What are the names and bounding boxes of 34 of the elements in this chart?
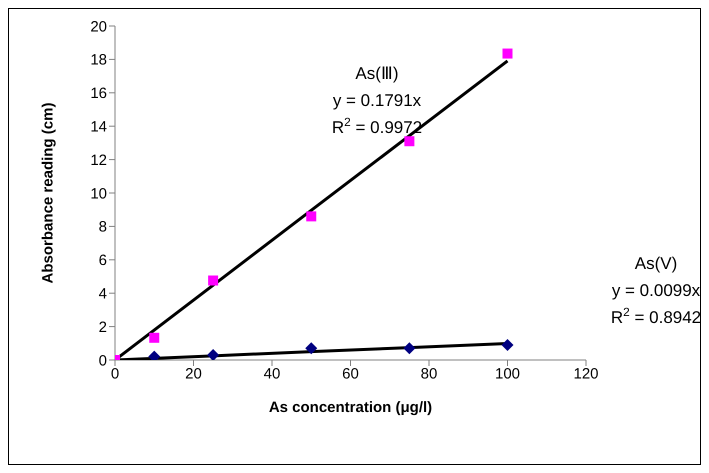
point	[208, 276, 218, 286]
y-tick-label: 0	[98, 352, 107, 370]
y-tick-label: 20	[90, 18, 107, 36]
y-tick-label: 12	[90, 152, 107, 169]
y-axis-title: Absorbance reading (cm)	[39, 102, 56, 284]
x-tick-label: 20	[185, 366, 202, 383]
y-tick-label: 6	[98, 252, 107, 270]
point	[149, 332, 160, 343]
y-tick-label: 8	[98, 218, 107, 236]
point	[306, 211, 316, 222]
x-tick-label: 0	[110, 366, 120, 383]
x-axis-title: As concentration (μg/l)	[268, 399, 432, 416]
annotation: As(Ⅲ)	[355, 64, 399, 83]
text: As(V)	[634, 254, 678, 273]
y-tick-label: 10	[90, 185, 107, 202]
y-tick-label: 16	[90, 85, 107, 102]
point	[502, 48, 512, 59]
y-tick-label: 18	[90, 52, 107, 69]
point	[502, 338, 514, 351]
y-tick-label: 2	[98, 318, 107, 336]
y-tick-label: 4	[98, 286, 107, 303]
x-tick-label: 80	[420, 366, 438, 383]
x-tick-label: 120	[573, 366, 599, 383]
point	[403, 342, 416, 354]
x-tick-label: 100	[494, 366, 520, 383]
text: y = 0.0099x	[612, 281, 701, 300]
point	[404, 136, 414, 146]
x-tick-label: 60	[342, 366, 359, 383]
text: R$^{2}$ = 0.8942	[610, 305, 702, 327]
annotation: y = 0.1791x	[332, 91, 422, 110]
point	[305, 342, 318, 354]
x-tick-label: 40	[264, 366, 280, 383]
y-tick-label: 14	[90, 118, 107, 136]
point	[207, 348, 220, 360]
